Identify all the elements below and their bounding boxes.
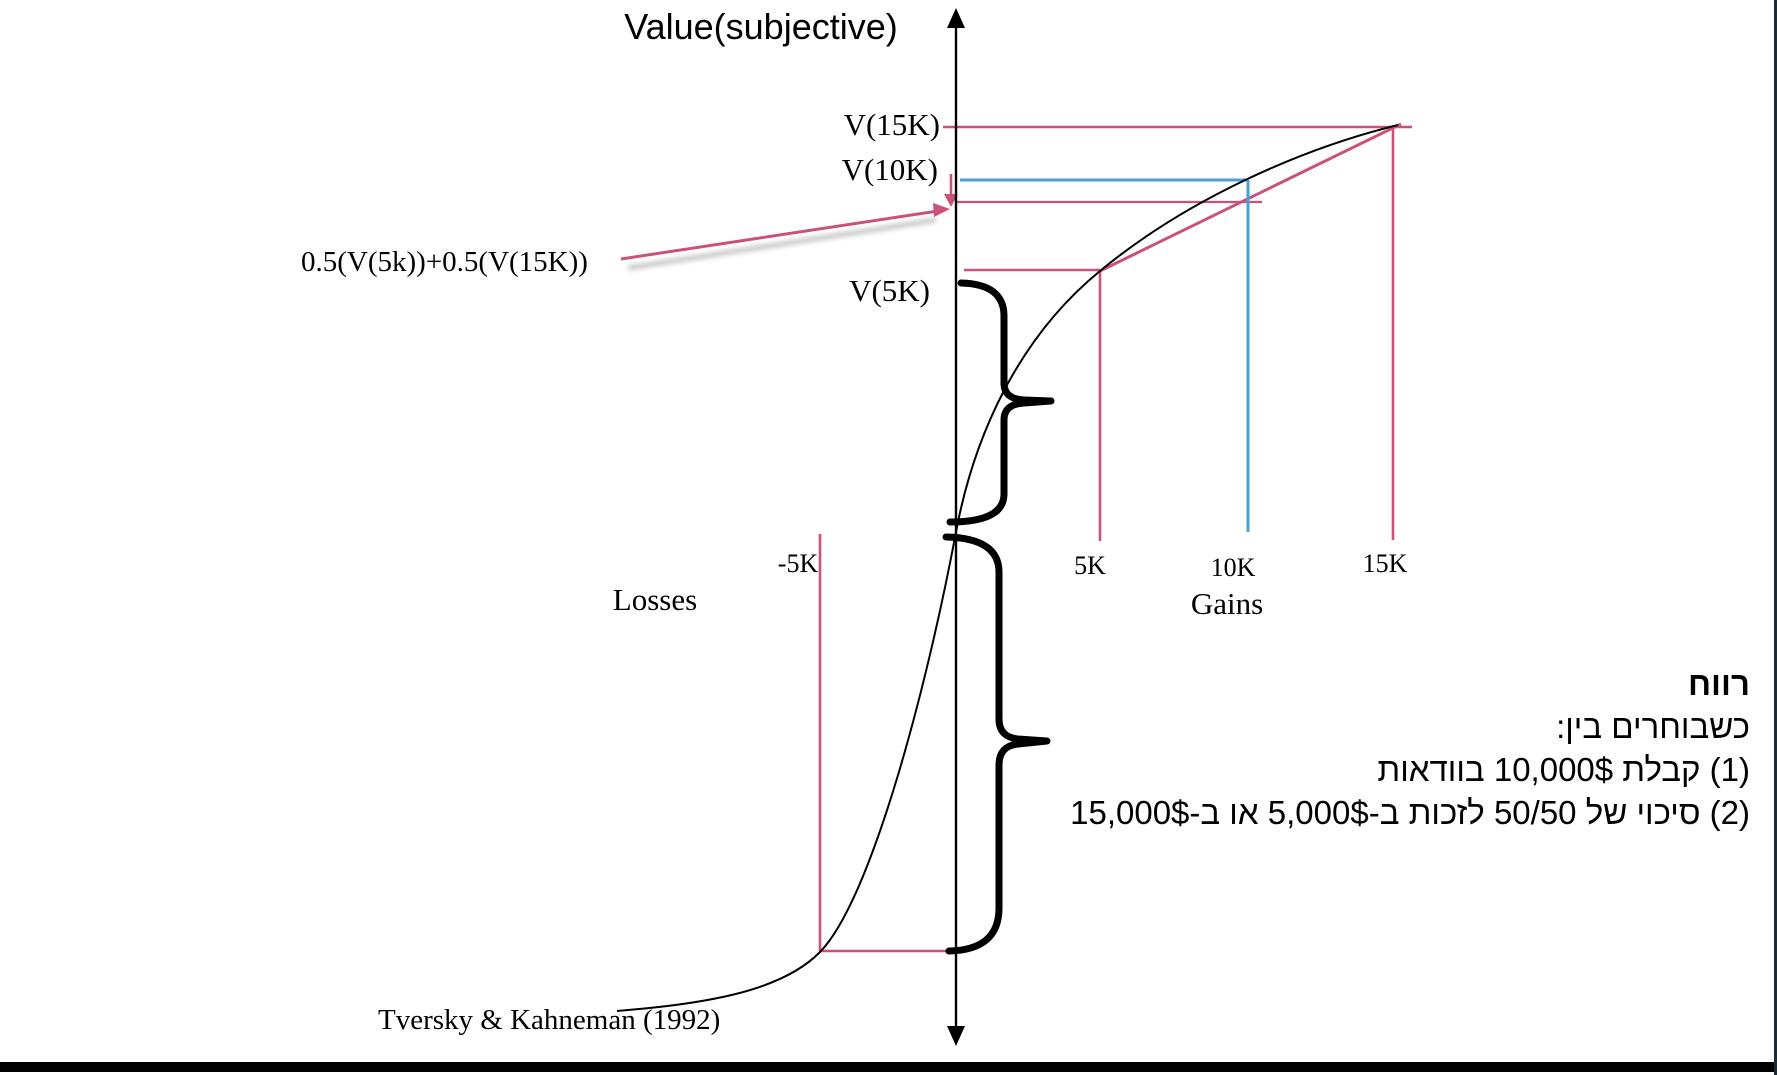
citation: Tversky & Kahneman (1992) xyxy=(378,1004,721,1036)
tick-label-5k: 5K xyxy=(1074,551,1106,580)
y-axis-down-arrowhead-icon xyxy=(947,1026,965,1046)
slide-bottom-border xyxy=(0,1062,1777,1072)
hebrew-note-option2: (2) סיכוי של 50/50 לזכות ב-5,000$ או ב-1… xyxy=(1070,794,1750,831)
gamble-chord-line xyxy=(1099,122,1402,273)
hebrew-note-heading: רווח xyxy=(1687,665,1750,702)
y-axis-up-arrowhead-icon xyxy=(947,8,965,28)
hebrew-note-choose-line: כשבוחרים בין: xyxy=(1556,708,1750,745)
expected-value-formula: 0.5(V(5k))+0.5(V(15K)) xyxy=(301,246,588,278)
formula-arrowhead-icon xyxy=(933,203,950,217)
gain-span-brace xyxy=(946,279,1055,526)
tick-label-10k: 10K xyxy=(1210,553,1256,582)
gains-label: Gains xyxy=(1190,586,1264,621)
slide-right-border xyxy=(1774,0,1777,1075)
formula-arrow-shadow xyxy=(627,217,937,271)
loss-span-brace xyxy=(942,533,1051,955)
value-curve xyxy=(616,124,1399,1012)
hebrew-note: רווח כשבוחרים בין: (1) קבלת 10,000$ בווד… xyxy=(1070,662,1750,834)
formula-arrow-shaft xyxy=(620,209,939,261)
tick-label-neg5k: -5K xyxy=(777,549,819,578)
v10k-label: V(10K) xyxy=(841,152,938,187)
v15k-label: V(15K) xyxy=(843,107,940,142)
v5k-label: V(5K) xyxy=(849,273,930,308)
tick-label-15k: 15K xyxy=(1362,549,1408,578)
hebrew-note-option1: (1) קבלת 10,000$ בוודאות xyxy=(1377,751,1750,788)
chart-title: Value(subjective) xyxy=(624,6,898,47)
ev-gap-tick-arrowhead-icon xyxy=(944,194,958,207)
losses-label: Losses xyxy=(612,582,698,617)
